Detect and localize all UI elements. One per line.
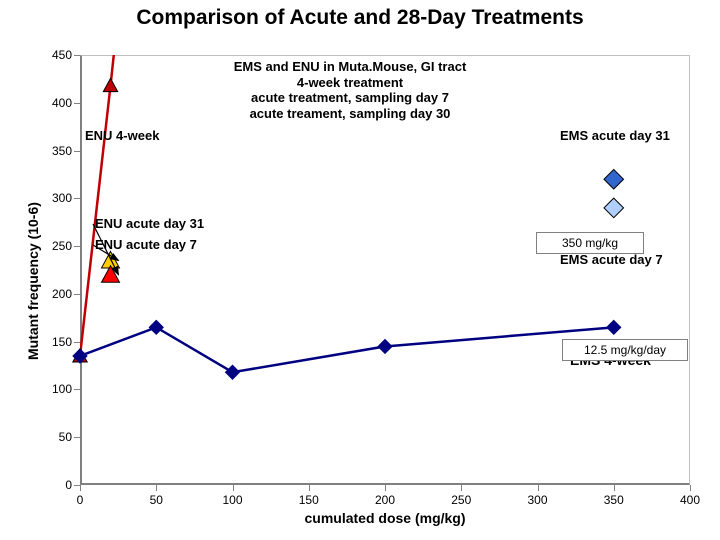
chart-annotation: ENU acute day 31 xyxy=(95,216,204,231)
y-tick xyxy=(74,55,80,56)
y-tick-label: 200 xyxy=(42,287,72,301)
chart-marker xyxy=(604,169,624,189)
x-tick xyxy=(309,485,310,491)
x-tick-label: 150 xyxy=(297,493,321,507)
y-tick-label: 100 xyxy=(42,382,72,396)
chart-marker xyxy=(378,339,392,353)
y-tick xyxy=(74,485,80,486)
chart-annotation: ENU acute day 7 xyxy=(95,237,197,252)
y-tick xyxy=(74,198,80,199)
x-tick-label: 50 xyxy=(144,493,168,507)
chart-annotation: EMS acute day 7 xyxy=(560,252,663,267)
chart-annotation-box: 350 mg/kg xyxy=(536,232,644,254)
y-tick-label: 350 xyxy=(42,144,72,158)
y-tick xyxy=(74,437,80,438)
y-tick xyxy=(74,342,80,343)
y-tick xyxy=(74,103,80,104)
y-tick-label: 400 xyxy=(42,96,72,110)
page-root: { "title": { "text": "Comparison of Acut… xyxy=(0,0,720,540)
x-tick-label: 400 xyxy=(678,493,702,507)
x-tick-label: 100 xyxy=(221,493,245,507)
chart-marker xyxy=(149,320,163,334)
chart-annotation: ENU 4-week xyxy=(85,128,159,143)
y-tick xyxy=(74,389,80,390)
y-tick-label: 250 xyxy=(42,239,72,253)
x-tick-label: 0 xyxy=(68,493,92,507)
x-tick xyxy=(461,485,462,491)
x-tick-label: 200 xyxy=(373,493,397,507)
y-tick-label: 450 xyxy=(42,48,72,62)
chart-line xyxy=(80,327,614,372)
x-tick xyxy=(385,485,386,491)
x-tick xyxy=(614,485,615,491)
plot-svg xyxy=(0,0,720,540)
y-tick xyxy=(74,151,80,152)
chart-marker xyxy=(103,78,117,91)
x-tick xyxy=(233,485,234,491)
y-tick xyxy=(74,246,80,247)
x-tick xyxy=(538,485,539,491)
x-tick xyxy=(80,485,81,491)
chart-line xyxy=(80,0,139,356)
y-tick-label: 0 xyxy=(42,478,72,492)
y-tick-label: 50 xyxy=(42,430,72,444)
y-tick-label: 300 xyxy=(42,191,72,205)
x-tick xyxy=(690,485,691,491)
chart-marker xyxy=(226,365,240,379)
x-tick-label: 350 xyxy=(602,493,626,507)
chart-annotation: EMS acute day 31 xyxy=(560,128,670,143)
x-tick xyxy=(156,485,157,491)
chart-marker xyxy=(607,320,621,334)
y-tick xyxy=(74,294,80,295)
x-tick-label: 250 xyxy=(449,493,473,507)
y-tick-label: 150 xyxy=(42,335,72,349)
chart-annotation-box: 12.5 mg/kg/day xyxy=(562,339,688,361)
x-tick-label: 300 xyxy=(526,493,550,507)
chart-marker xyxy=(604,198,624,218)
